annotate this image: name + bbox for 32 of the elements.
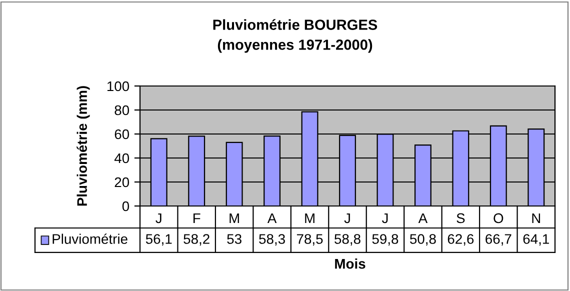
data-label: 78,5 [296, 234, 323, 246]
y-tick-label: 0 [122, 201, 130, 212]
data-label: 62,6 [448, 234, 474, 246]
x-tick-label: J [382, 213, 388, 224]
data-label: 56,1 [146, 234, 172, 246]
chart-title: Pluviométrie BOURGES (moyennes 1971-2000) [213, 19, 378, 53]
data-label: 58,8 [334, 234, 360, 246]
y-tick-label: 40 [114, 153, 130, 164]
data-label: 59,8 [372, 234, 398, 246]
x-tick-label: O [494, 213, 504, 224]
x-tick-label: S [456, 213, 465, 224]
x-tick-label: M [230, 213, 239, 224]
y-tick-label: 60 [114, 129, 130, 140]
data-label: 64,1 [523, 234, 549, 246]
x-tick-label: N [532, 213, 540, 224]
data-label: 58,2 [184, 234, 210, 246]
y-tick-label: 80 [114, 105, 130, 116]
x-tick-label: J [344, 213, 350, 224]
x-tick-label: A [267, 213, 277, 224]
x-tick-label: M [305, 213, 314, 224]
data-label: 50,8 [410, 234, 436, 246]
data-label: 53 [227, 234, 242, 244]
data-label: 66,7 [486, 234, 512, 246]
x-tick-label: A [418, 213, 428, 224]
x-axis-title: Mois [335, 258, 366, 269]
legend-label: Pluviométrie [52, 234, 128, 244]
x-tick-label: J [156, 213, 162, 224]
y-axis-title: Pluviométrie (mm) [76, 86, 90, 206]
y-tick-label: 20 [114, 177, 130, 188]
data-label: 58,3 [259, 234, 285, 246]
x-tick-label: F [193, 213, 200, 224]
y-tick-label: 100 [107, 81, 130, 92]
